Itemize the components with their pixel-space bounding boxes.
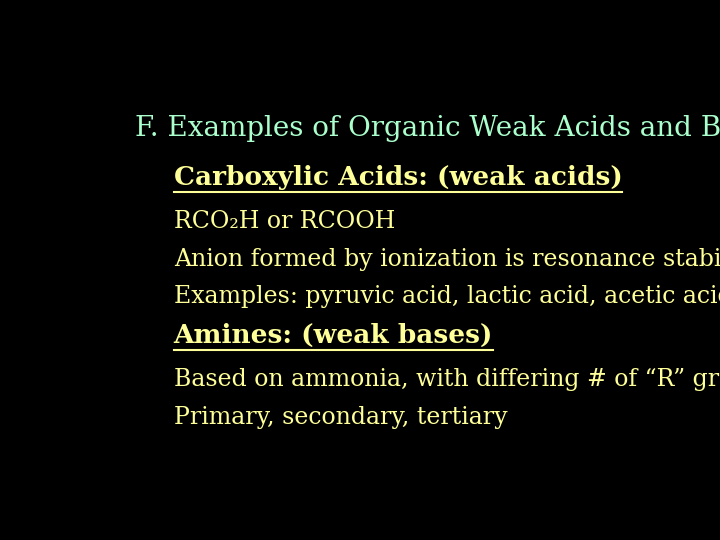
Text: Amines: (weak bases): Amines: (weak bases) xyxy=(174,322,493,348)
Text: Examples: pyruvic acid, lactic acid, acetic acid: Examples: pyruvic acid, lactic acid, ace… xyxy=(174,285,720,308)
Text: Primary, secondary, tertiary: Primary, secondary, tertiary xyxy=(174,406,508,429)
Text: Carboxylic Acids: (weak acids): Carboxylic Acids: (weak acids) xyxy=(174,165,623,190)
Text: Anion formed by ionization is resonance stabilized: Anion formed by ionization is resonance … xyxy=(174,248,720,271)
Text: RCO₂H or RCOOH: RCO₂H or RCOOH xyxy=(174,210,395,233)
Text: Based on ammonia, with differing # of “R” groups: Based on ammonia, with differing # of “R… xyxy=(174,368,720,392)
Text: F. Examples of Organic Weak Acids and Bases: F. Examples of Organic Weak Acids and Ba… xyxy=(135,114,720,141)
